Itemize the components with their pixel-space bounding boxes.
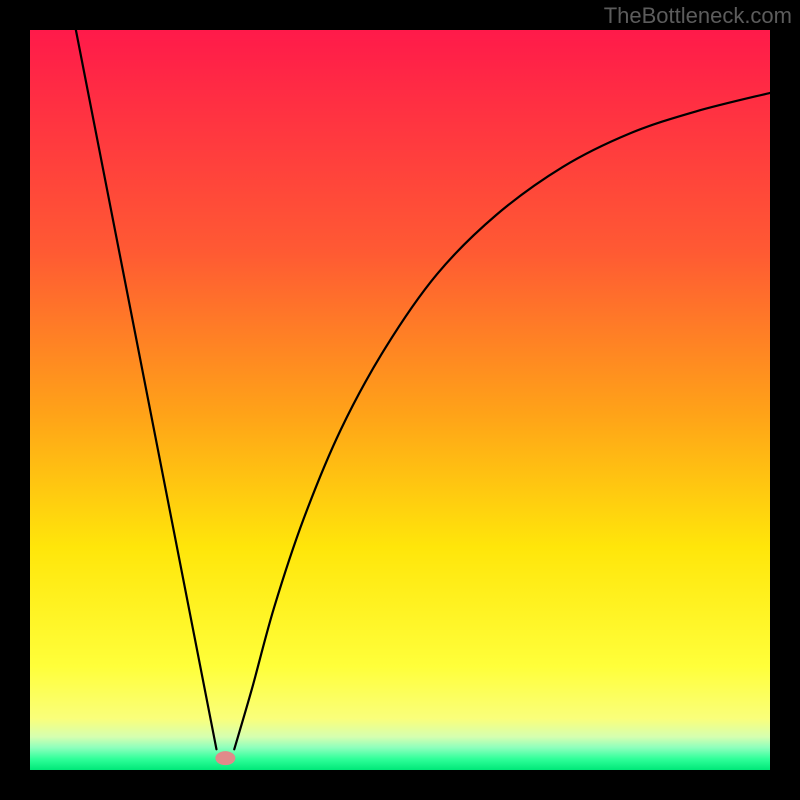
attribution-text: TheBottleneck.com	[604, 3, 792, 29]
chart-container: TheBottleneck.com	[0, 0, 800, 800]
curve-layer	[0, 0, 800, 800]
curve-left-descending	[76, 30, 217, 749]
bottleneck-marker	[215, 751, 235, 765]
curve-right-ascending	[234, 93, 770, 749]
